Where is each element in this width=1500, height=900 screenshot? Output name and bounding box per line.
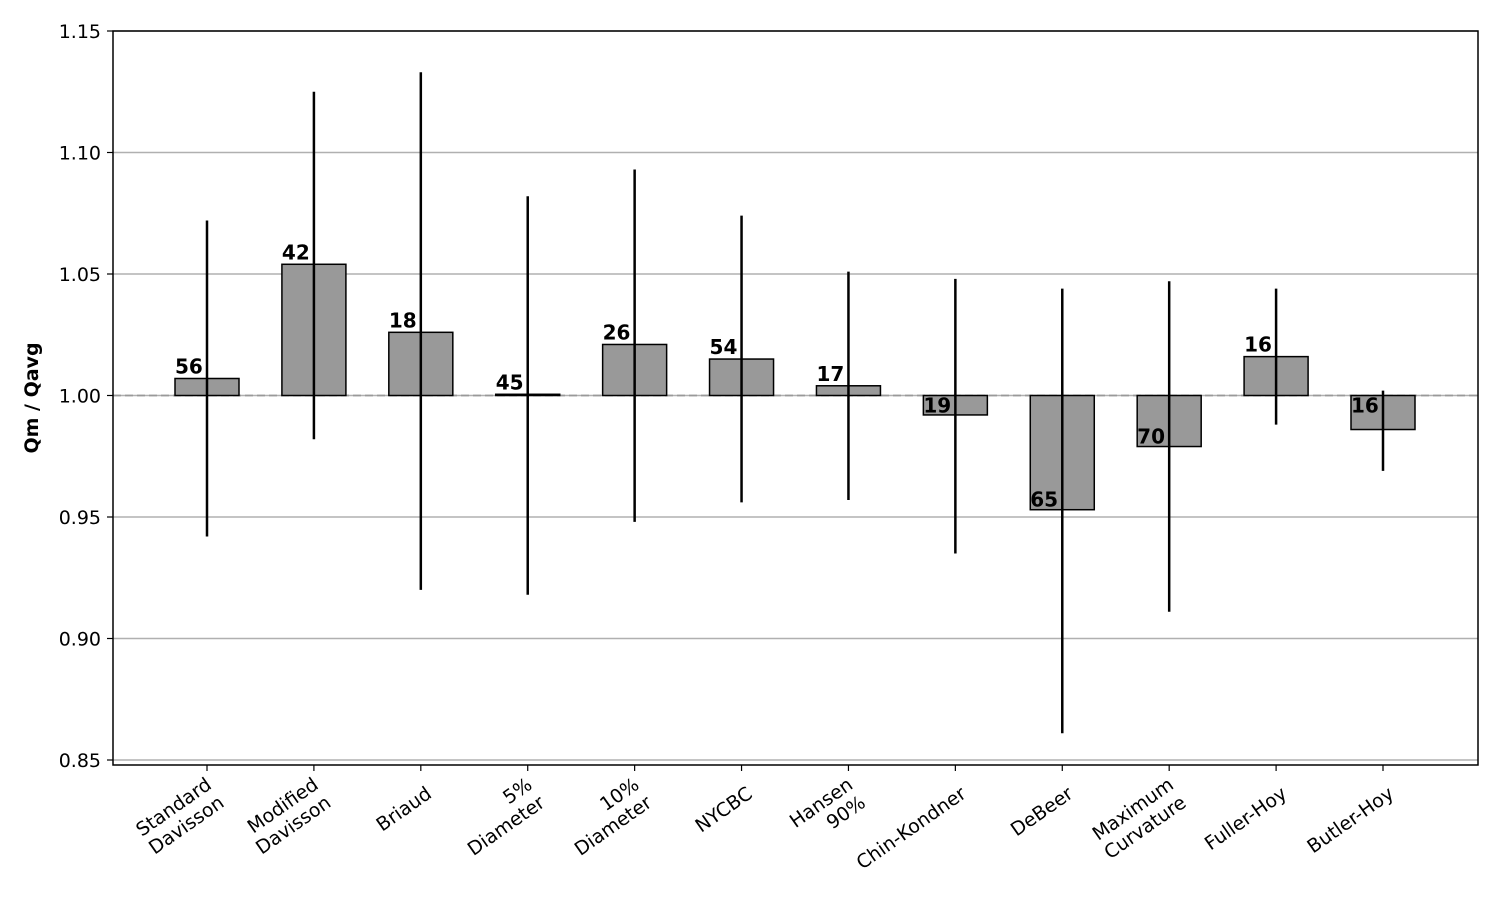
- count-label: 17: [816, 362, 844, 386]
- x-tick-label: 10%Diameter: [558, 773, 656, 861]
- count-label: 26: [603, 320, 631, 344]
- x-tick-label-text: Briaud: [372, 783, 435, 837]
- bars-layer: [174, 263, 1416, 511]
- x-tick-label: StandardDavisson: [132, 774, 228, 860]
- x-tick-label: Butler-Hoy: [1303, 783, 1398, 858]
- x-tick-label: DeBeer: [1007, 782, 1078, 841]
- count-label: 54: [710, 335, 738, 359]
- y-tick-label: 0.85: [59, 750, 101, 772]
- x-tick-label-text: Hansen90%: [786, 774, 870, 851]
- x-tick-label-line: DeBeer: [1007, 782, 1078, 841]
- x-tick-label: MaximumCurvature: [1088, 774, 1191, 864]
- count-label: 19: [923, 394, 951, 418]
- count-label: 65: [1030, 488, 1058, 512]
- count-label: 16: [1244, 333, 1272, 357]
- x-tick-label-text: NYCBC: [691, 783, 756, 838]
- x-tick-label: NYCBC: [691, 783, 756, 838]
- x-tick-label-line: Butler-Hoy: [1303, 783, 1398, 858]
- y-tick-label: 1.10: [59, 143, 101, 165]
- x-tick-label-text: 10%Diameter: [558, 773, 656, 860]
- count-label: 42: [282, 240, 310, 264]
- x-tick-label: Chin-Kondner: [853, 782, 971, 874]
- y-axis-ticks: 0.85 0.90 0.95 1.00 1.05 1.10 1.15: [59, 21, 113, 772]
- x-tick-label-text: 5%Diameter: [451, 773, 549, 860]
- count-label: 70: [1137, 425, 1165, 449]
- x-tick-label-text: DeBeer: [1007, 782, 1078, 841]
- x-tick-label-line: NYCBC: [691, 783, 756, 838]
- count-label: 56: [175, 354, 203, 378]
- count-label: 18: [389, 308, 417, 332]
- x-axis-ticks: StandardDavisson ModifiedDavisson Briaud 5%…: [132, 765, 1398, 874]
- x-tick-label: ModifiedDavisson: [239, 774, 335, 860]
- y-tick-label: 0.95: [59, 507, 101, 529]
- x-tick-label-text: StandardDavisson: [132, 774, 228, 860]
- x-tick-label-line: Fuller-Hoy: [1201, 783, 1291, 855]
- count-label: 16: [1351, 394, 1379, 418]
- x-tick-label: 5%Diameter: [451, 773, 549, 861]
- x-tick-label-text: ModifiedDavisson: [239, 774, 335, 860]
- x-tick-label-text: MaximumCurvature: [1088, 774, 1191, 864]
- x-tick-label: Hansen90%: [786, 774, 870, 851]
- y-tick-label: 0.90: [59, 629, 101, 651]
- x-tick-label: Briaud: [372, 783, 435, 837]
- count-labels-layer: 56 42 18 45 26 54 17 19 65 70 16 16: [175, 240, 1379, 511]
- y-tick-label: 1.05: [59, 264, 101, 286]
- x-tick-label-text: Fuller-Hoy: [1201, 783, 1291, 855]
- x-tick-label-text: Butler-Hoy: [1303, 783, 1398, 858]
- x-tick-label-line: Briaud: [372, 783, 435, 837]
- x-tick-label-line: Chin-Kondner: [853, 782, 971, 874]
- y-tick-label: 1.15: [59, 21, 101, 43]
- y-tick-label: 1.00: [59, 386, 101, 408]
- plot-frame: [112, 30, 1479, 766]
- x-tick-label-text: Chin-Kondner: [853, 782, 971, 874]
- count-label: 45: [496, 370, 524, 394]
- y-axis-title: Qm / Qavg: [21, 342, 43, 453]
- x-tick-label: Fuller-Hoy: [1201, 783, 1291, 855]
- error-bars-layer: [205, 72, 1385, 734]
